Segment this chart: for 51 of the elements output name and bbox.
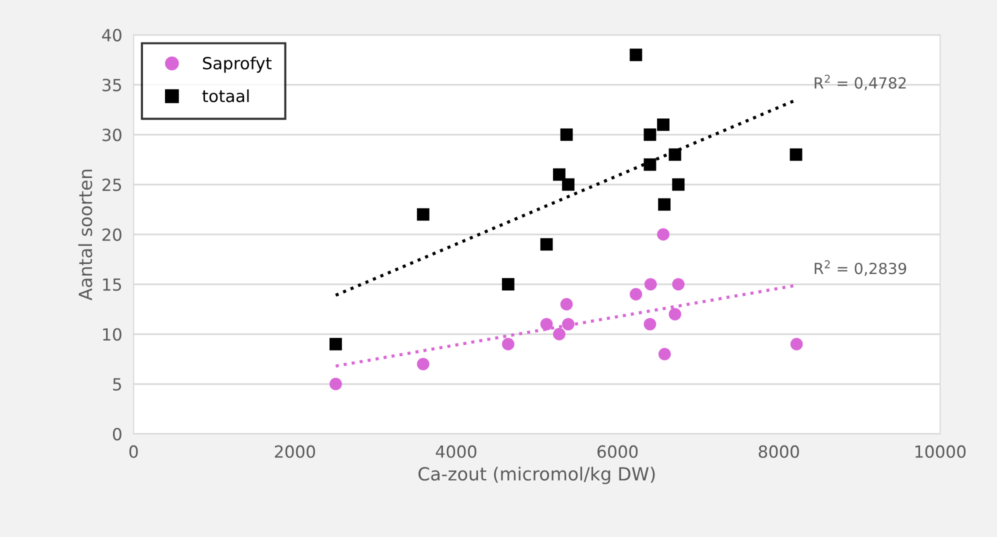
point (540, 238, 553, 251)
legend-label: Saprofyt (203, 56, 272, 73)
annotation: R$^{2}$ = 0,4782 (814, 74, 906, 90)
point (672, 278, 685, 290)
x-tick-label: 10000 (915, 445, 966, 458)
point (553, 168, 566, 181)
point (416, 208, 430, 221)
y-tick-label: 20 (102, 228, 122, 241)
point (790, 148, 802, 161)
x-axis-title: Ca-zout (micromol/kg DW) (418, 466, 655, 484)
x-tick-label: 0 (129, 445, 138, 458)
x-tick-label: 6000 (598, 445, 638, 458)
point (668, 308, 682, 320)
point (502, 278, 514, 290)
point (658, 348, 671, 360)
legend-label: totaal (202, 89, 249, 102)
point (644, 278, 657, 290)
point (540, 318, 553, 330)
y-tick-label: 15 (103, 278, 122, 291)
point (560, 128, 573, 141)
point (630, 288, 642, 300)
point (644, 128, 656, 141)
x-tick-label: 8000 (758, 445, 799, 458)
point (502, 338, 514, 350)
y-tick-label: 30 (102, 128, 122, 142)
y-tick-label: 10 (103, 328, 122, 341)
point (416, 358, 430, 370)
point (668, 148, 682, 161)
y-axis-title: Aantal soorten (78, 170, 92, 300)
point (553, 328, 566, 340)
y-tick-label: 5 (113, 378, 122, 391)
point (560, 298, 573, 310)
point (562, 178, 574, 191)
point (790, 338, 803, 350)
point (562, 318, 574, 330)
point (330, 338, 342, 350)
x-tick-label: 4000 (436, 445, 476, 458)
y-tick-label: 0 (112, 428, 122, 440)
y-tick-label: 40 (102, 28, 122, 42)
y-tick-label: 25 (102, 178, 122, 192)
point (330, 378, 342, 390)
point (658, 198, 671, 211)
point (644, 158, 656, 171)
x-tick-label: 2000 (274, 445, 316, 458)
point (672, 178, 685, 191)
annotation: R$^{2}$ = 0,2839 (814, 260, 906, 276)
point (644, 318, 656, 330)
point (657, 228, 670, 241)
point (657, 118, 670, 131)
y-tick-label: 35 (102, 78, 122, 92)
point (630, 48, 642, 62)
